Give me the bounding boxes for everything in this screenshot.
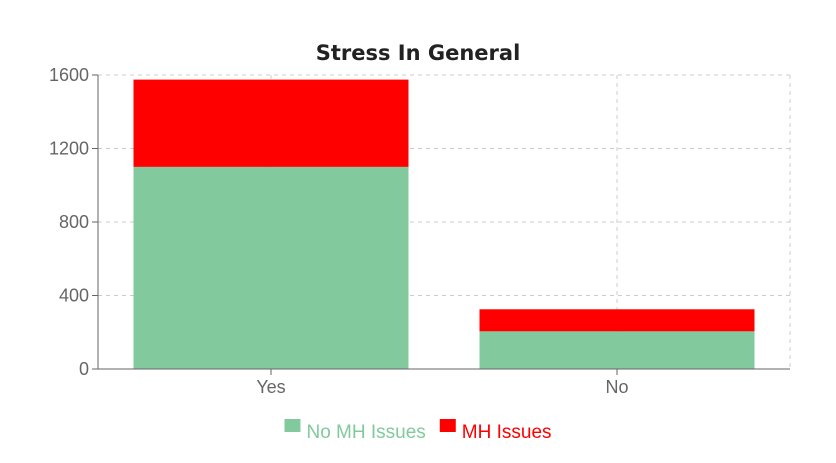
legend-swatch	[284, 419, 301, 432]
x-tick-label: No	[605, 377, 628, 397]
axis-layer: 0 400 800 1200 1600 Yes No	[49, 65, 790, 397]
y-tick-label: 0	[79, 359, 89, 379]
y-tick-label: 400	[59, 286, 89, 306]
bar-no-no-mh-issues[interactable]	[479, 331, 755, 369]
x-tick-label: Yes	[256, 377, 285, 397]
y-tick-label: 1200	[49, 139, 89, 159]
legend: No MH Issues MH Issues	[284, 419, 552, 443]
chart-title: Stress In General	[316, 41, 521, 65]
y-tick-label: 800	[59, 212, 89, 232]
bar-yes-no-mh-issues[interactable]	[133, 166, 409, 369]
legend-label: No MH Issues	[306, 422, 425, 443]
legend-item-no-mh-issues[interactable]: No MH Issues	[284, 419, 426, 443]
bars-layer	[133, 79, 755, 369]
bar-no-mh-issues[interactable]	[479, 309, 755, 332]
legend-label: MH Issues	[462, 422, 552, 443]
bar-yes-mh-issues[interactable]	[133, 79, 409, 167]
legend-item-mh-issues[interactable]: MH Issues	[439, 419, 552, 443]
legend-swatch	[439, 419, 456, 432]
y-tick-label: 1600	[49, 65, 89, 85]
